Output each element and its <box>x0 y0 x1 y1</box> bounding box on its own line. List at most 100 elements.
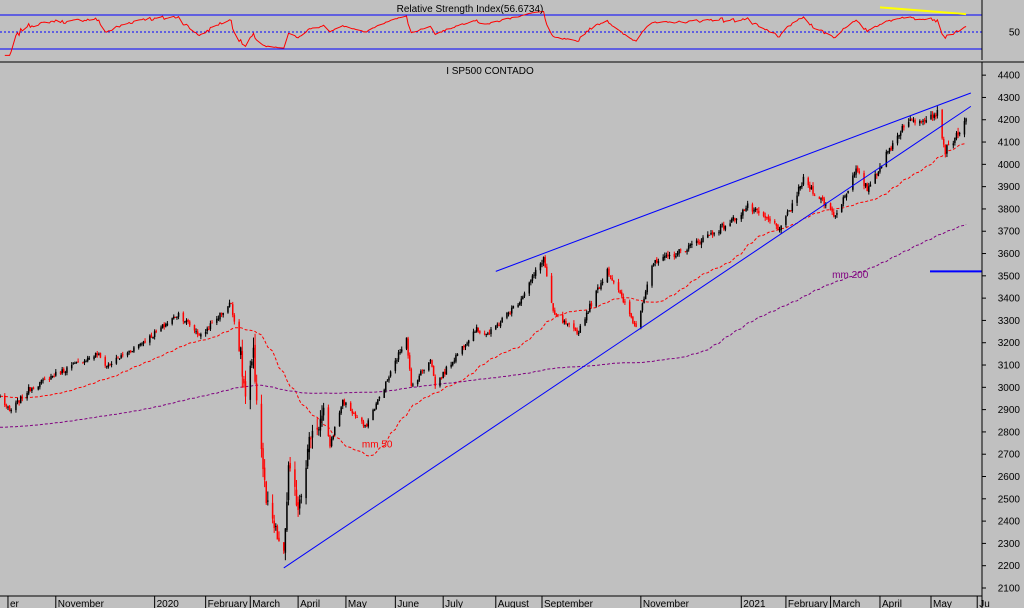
candle-body <box>758 210 760 214</box>
candle-body <box>98 353 100 355</box>
candle-body <box>608 268 610 276</box>
candle-body <box>400 349 403 352</box>
candle-body <box>456 354 459 356</box>
candle-body <box>842 197 845 204</box>
candle-body <box>204 332 207 334</box>
x-axis-tick-label: Ju <box>979 599 990 608</box>
candle-body <box>708 234 711 236</box>
candle-body <box>754 208 757 211</box>
candle-body <box>372 409 374 420</box>
candle-body <box>338 412 341 427</box>
price-axis-tick-label: 2900 <box>998 405 1021 416</box>
candle-body <box>563 320 566 323</box>
candle-body <box>963 121 966 135</box>
candle-body <box>464 345 467 348</box>
candle-body <box>825 204 827 206</box>
candle-body <box>463 346 465 348</box>
candle-body <box>654 260 656 263</box>
candle-body <box>644 291 647 300</box>
x-axis-tick-label: February <box>788 599 828 608</box>
candle-body <box>182 312 185 322</box>
candle-body <box>711 231 714 235</box>
candle-body <box>931 114 934 118</box>
candle-body <box>641 303 644 311</box>
candle-body <box>573 323 575 329</box>
candle-body <box>699 242 701 244</box>
candle-body <box>606 269 609 283</box>
candle-body <box>691 243 693 246</box>
candle-body <box>764 216 766 218</box>
price-trendlines <box>283 92 982 569</box>
candle-body <box>539 263 542 271</box>
candle-body <box>93 356 95 360</box>
price-axis-tick-label: 4200 <box>998 115 1021 126</box>
candle-body <box>746 203 749 209</box>
candle-body <box>922 120 924 122</box>
candle-body <box>780 225 782 231</box>
candle-body <box>206 328 208 332</box>
candle-body <box>341 399 344 407</box>
candle-body <box>958 133 961 135</box>
candle-body <box>378 396 381 399</box>
candle-body <box>919 120 921 124</box>
candle-body <box>152 336 154 339</box>
candle-body <box>876 173 878 175</box>
candle-body <box>807 177 809 186</box>
candle-body <box>421 370 424 372</box>
price-axis-tick-label: 3700 <box>998 227 1021 238</box>
candle-body <box>461 346 464 354</box>
candle-body <box>847 190 849 194</box>
candle-body <box>27 386 30 394</box>
date-x-axis: er November 2020 February March April May June J… <box>0 595 990 608</box>
candle-body <box>153 331 156 337</box>
candle-body <box>565 320 567 325</box>
candle-body <box>852 175 854 190</box>
candle-body <box>930 114 932 119</box>
x-axis-tick-label: November <box>58 599 105 608</box>
candle-body <box>664 255 666 258</box>
candle-body <box>554 310 556 315</box>
candle-body <box>589 303 591 312</box>
rsi-title: Relative Strength Index(56.6734) <box>397 4 544 15</box>
candle-body <box>552 303 554 311</box>
price-axis-tick-label: 3400 <box>998 294 1021 305</box>
candle-body <box>555 314 558 316</box>
candle-body <box>133 347 135 352</box>
candle-body <box>388 377 390 381</box>
candle-body <box>707 234 709 238</box>
candle-body <box>185 320 188 322</box>
candle-body <box>219 312 221 320</box>
candle-body <box>163 323 165 328</box>
price-axis-tick-label: 3800 <box>998 204 1021 215</box>
candle-body <box>566 323 569 325</box>
candle-body <box>107 364 110 367</box>
candle-body <box>176 316 178 319</box>
candle-body <box>898 134 900 137</box>
candlestick-series <box>0 106 967 561</box>
candle-body <box>439 377 441 387</box>
candle-body <box>488 332 491 334</box>
candle-body <box>766 216 768 218</box>
candle-body <box>364 425 366 427</box>
x-axis-tick-label: June <box>397 599 419 608</box>
candle-body <box>394 360 397 371</box>
candle-body <box>818 196 821 199</box>
candle-body <box>656 259 658 263</box>
candle-body <box>418 375 421 381</box>
candle-body <box>321 415 323 421</box>
price-axis-tick-label: 3300 <box>998 316 1021 327</box>
candle-body <box>39 382 41 388</box>
candle-body <box>633 322 636 324</box>
candle-body <box>267 500 269 502</box>
x-axis-tick-label: 2020 <box>157 599 180 608</box>
candle-body <box>732 216 735 220</box>
candle-body <box>345 402 347 406</box>
candle-body <box>520 298 523 304</box>
candle-body <box>609 275 612 277</box>
candle-body <box>869 184 872 187</box>
candle-body <box>165 324 167 327</box>
candle-body <box>0 395 1 397</box>
candle-body <box>431 360 433 367</box>
candle-body <box>743 209 746 211</box>
candle-body <box>802 176 805 185</box>
